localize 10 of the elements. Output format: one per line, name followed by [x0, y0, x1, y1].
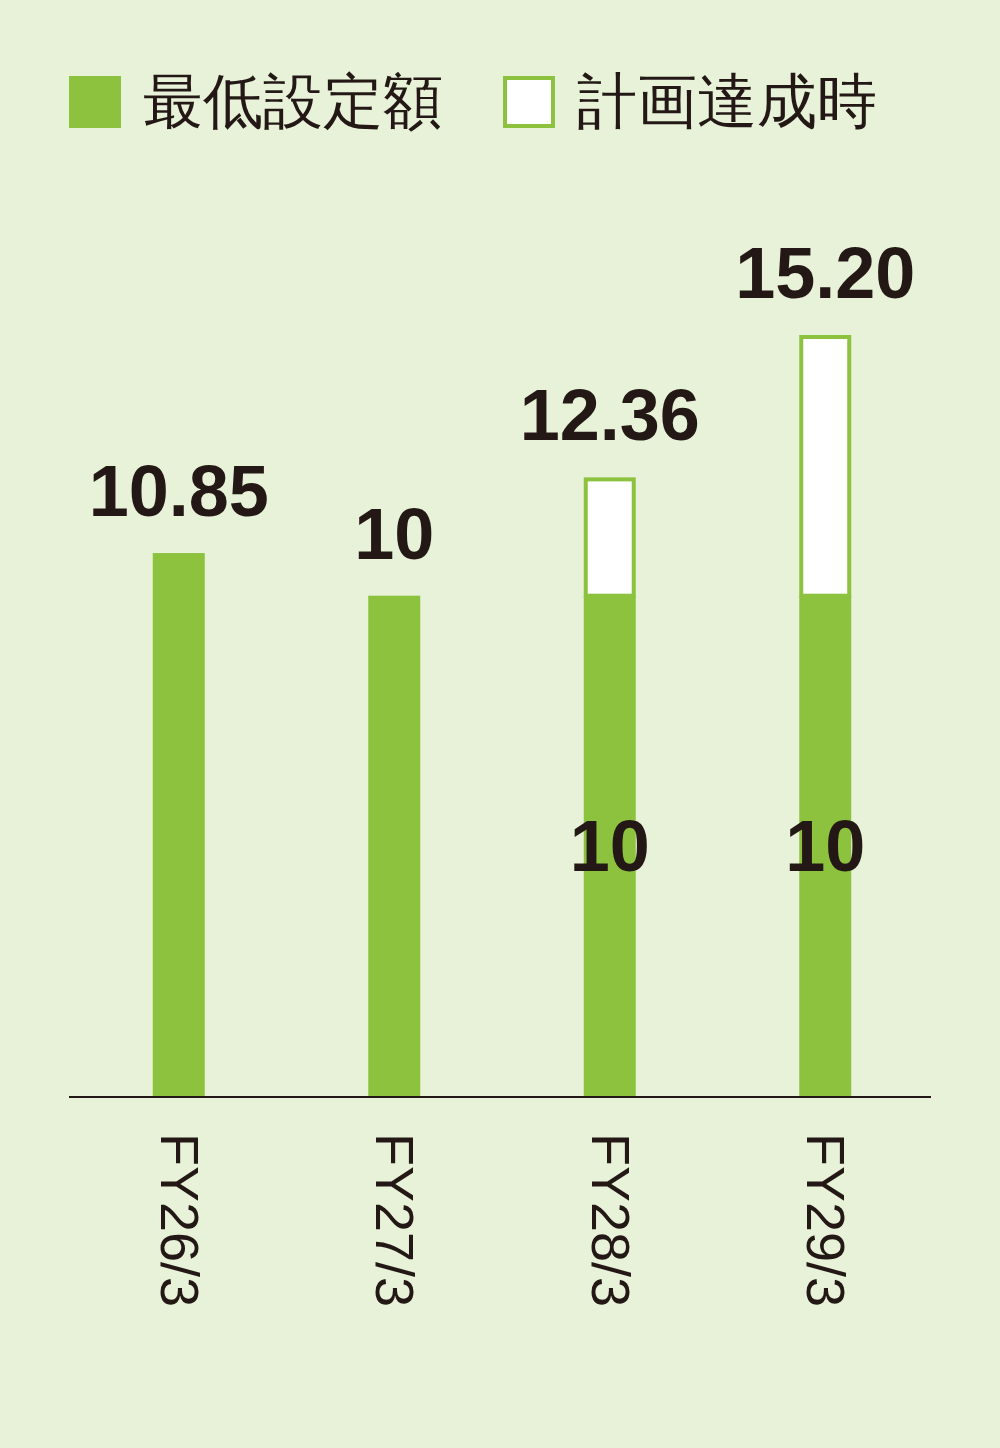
total-label: 10.85	[88, 451, 269, 532]
total-label: 10	[354, 493, 435, 574]
x-tick-label: FY27/3	[365, 1133, 426, 1308]
x-tick-label: FY26/3	[149, 1133, 210, 1308]
x-tick-label: FY29/3	[796, 1133, 857, 1308]
total-label: 15.20	[735, 233, 916, 313]
legend-label: 計画達成時	[577, 68, 877, 135]
total-label: 12.36	[519, 375, 700, 456]
legend-label: 最低設定額	[143, 68, 443, 135]
x-tick-label: FY28/3	[580, 1133, 641, 1308]
